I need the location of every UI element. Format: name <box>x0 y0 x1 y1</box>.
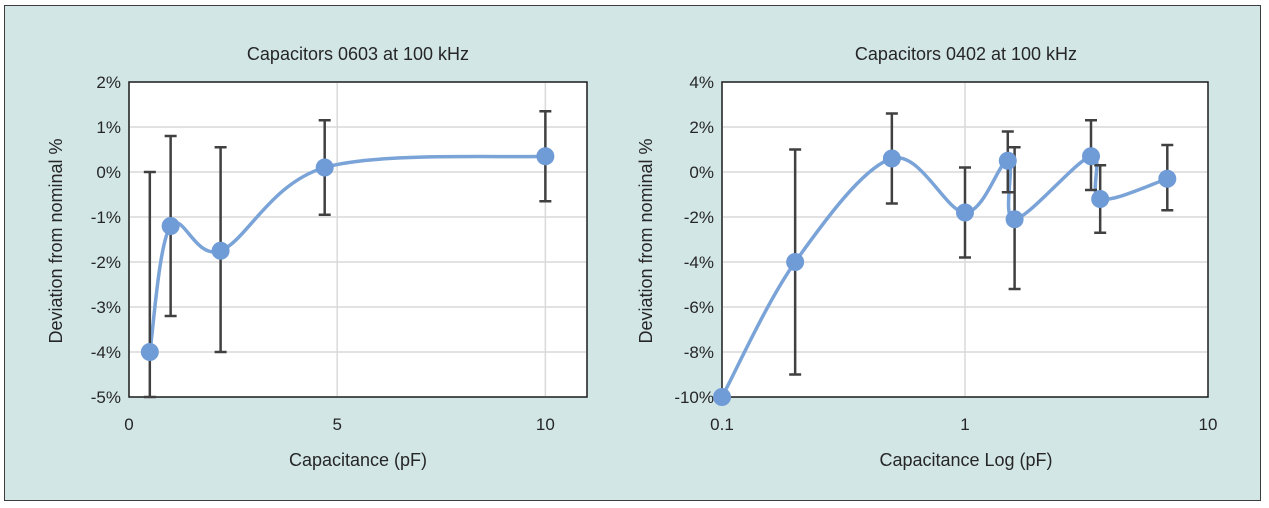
data-point <box>998 151 1017 170</box>
x-axis-title: Capacitance (pF) <box>289 450 427 470</box>
y-tick-label: -2% <box>91 253 121 272</box>
y-axis-title: Deviation from nominal % <box>636 138 656 343</box>
y-tick-label: -3% <box>91 298 121 317</box>
data-point <box>140 343 159 361</box>
y-axis-title: Deviation from nominal % <box>46 138 66 343</box>
y-tick-label: 0% <box>689 163 714 182</box>
data-point <box>536 147 555 166</box>
y-tick-label: 1% <box>96 118 121 137</box>
y-tick-label: -2% <box>684 208 714 227</box>
x-tick-label: 1 <box>960 415 969 434</box>
data-point <box>882 149 901 168</box>
y-tick-label: -1% <box>91 208 121 227</box>
x-tick-label: 10 <box>1199 415 1218 434</box>
y-tick-label: 4% <box>689 73 714 92</box>
chart-title: Capacitors 0402 at 100 kHz <box>855 44 1077 64</box>
data-point <box>1081 147 1100 166</box>
y-tick-label: -6% <box>684 298 714 317</box>
y-tick-label: -5% <box>91 388 121 407</box>
series-line <box>148 154 548 354</box>
x-tick-label: 10 <box>536 415 555 434</box>
y-tick-label: -10% <box>674 388 714 407</box>
data-point <box>161 217 180 235</box>
x-tick-label: 0.1 <box>710 415 734 434</box>
x-tick-label: 0 <box>124 415 133 434</box>
chart-capacitors-0603: Capacitors 0603 at 100 kHz Capacitance (… <box>46 44 588 470</box>
y-tick-label: 2% <box>689 118 714 137</box>
data-point <box>713 388 731 406</box>
y-tick-label: 2% <box>96 73 121 92</box>
x-axis-title: Capacitance Log (pF) <box>879 450 1052 470</box>
data-point <box>786 253 805 271</box>
data-point <box>211 241 230 260</box>
data-point <box>315 158 334 177</box>
y-tick-label: -4% <box>684 253 714 272</box>
y-tick-label: -8% <box>684 343 714 362</box>
x-tick-label: 5 <box>332 415 341 434</box>
chart-capacitors-0402: Capacitors 0402 at 100 kHz Capacitance L… <box>636 44 1217 470</box>
data-point <box>956 203 974 222</box>
data-point <box>1005 210 1024 229</box>
data-point <box>1158 169 1177 188</box>
plot-area <box>128 81 588 398</box>
chart-title: Capacitors 0603 at 100 kHz <box>247 44 469 64</box>
y-tick-label: -4% <box>91 343 121 362</box>
data-point <box>1091 190 1110 208</box>
series-line <box>720 154 1170 399</box>
y-tick-label: 0% <box>96 163 121 182</box>
